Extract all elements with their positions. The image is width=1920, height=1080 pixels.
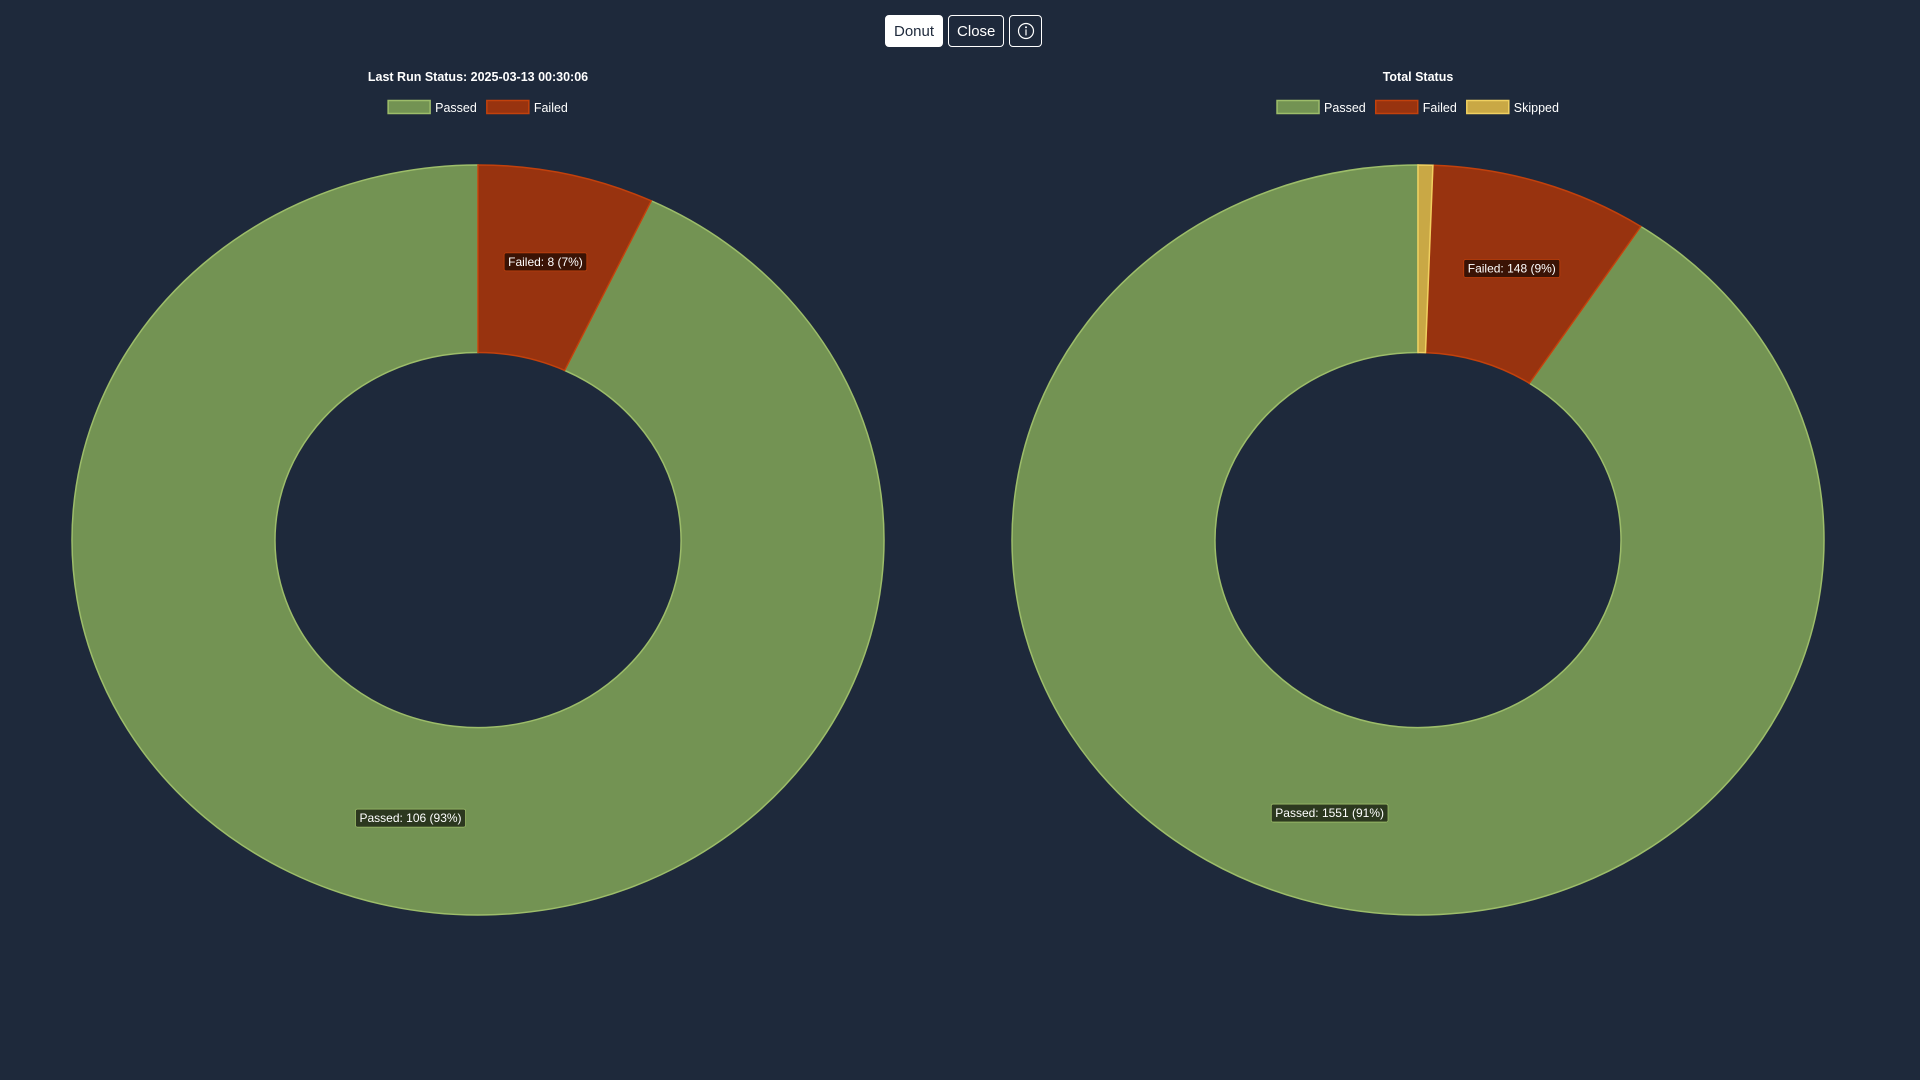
legend-label-passed: Passed bbox=[435, 101, 477, 115]
legend-label-skipped: Skipped bbox=[1514, 101, 1559, 115]
info-circle-icon bbox=[1017, 22, 1034, 40]
info-button[interactable] bbox=[1009, 15, 1043, 47]
slice-passed bbox=[1011, 164, 1825, 916]
legend-swatch-skipped bbox=[1466, 99, 1510, 115]
svg-text:Passed: 106 (93%): Passed: 106 (93%) bbox=[359, 811, 461, 825]
legend-label-failed: Failed bbox=[534, 101, 568, 115]
legend-swatch-passed bbox=[387, 99, 431, 115]
data-label-passed: Passed: 106 (93%) bbox=[355, 808, 466, 828]
legend-label-failed: Failed bbox=[1423, 101, 1457, 115]
donut-button[interactable]: Donut bbox=[885, 15, 944, 47]
chart-title: Total Status bbox=[1383, 70, 1454, 84]
chart-toolbar: Donut Close bbox=[885, 15, 1043, 47]
close-button[interactable]: Close bbox=[948, 15, 1005, 47]
svg-text:Passed: 1551 (91%): Passed: 1551 (91%) bbox=[1275, 806, 1384, 820]
donut-chart-1: Last Run Status: 2025-03-13 00:30:06 Pass… bbox=[71, 70, 885, 916]
legend-label-passed: Passed bbox=[1324, 101, 1366, 115]
data-label-passed: Passed: 1551 (91%) bbox=[1270, 803, 1389, 823]
legend-swatch-failed bbox=[486, 99, 530, 115]
data-label-failed: Failed: 8 (7%) bbox=[503, 252, 588, 272]
legend-swatch-passed bbox=[1276, 99, 1320, 115]
slice-passed bbox=[71, 164, 885, 916]
svg-text:Failed: 8 (7%): Failed: 8 (7%) bbox=[508, 255, 583, 269]
data-label-failed: Failed: 148 (9%) bbox=[1463, 259, 1561, 278]
donut-chart-2: Total Status Passed Failed Skipped Passed: 1… bbox=[1011, 70, 1825, 916]
legend-swatch-failed bbox=[1374, 99, 1419, 115]
svg-text:Failed: 148 (9%): Failed: 148 (9%) bbox=[1468, 261, 1556, 275]
chart-title: Last Run Status: 2025-03-13 00:30:06 bbox=[368, 70, 588, 84]
slice-skipped bbox=[1417, 164, 1434, 354]
